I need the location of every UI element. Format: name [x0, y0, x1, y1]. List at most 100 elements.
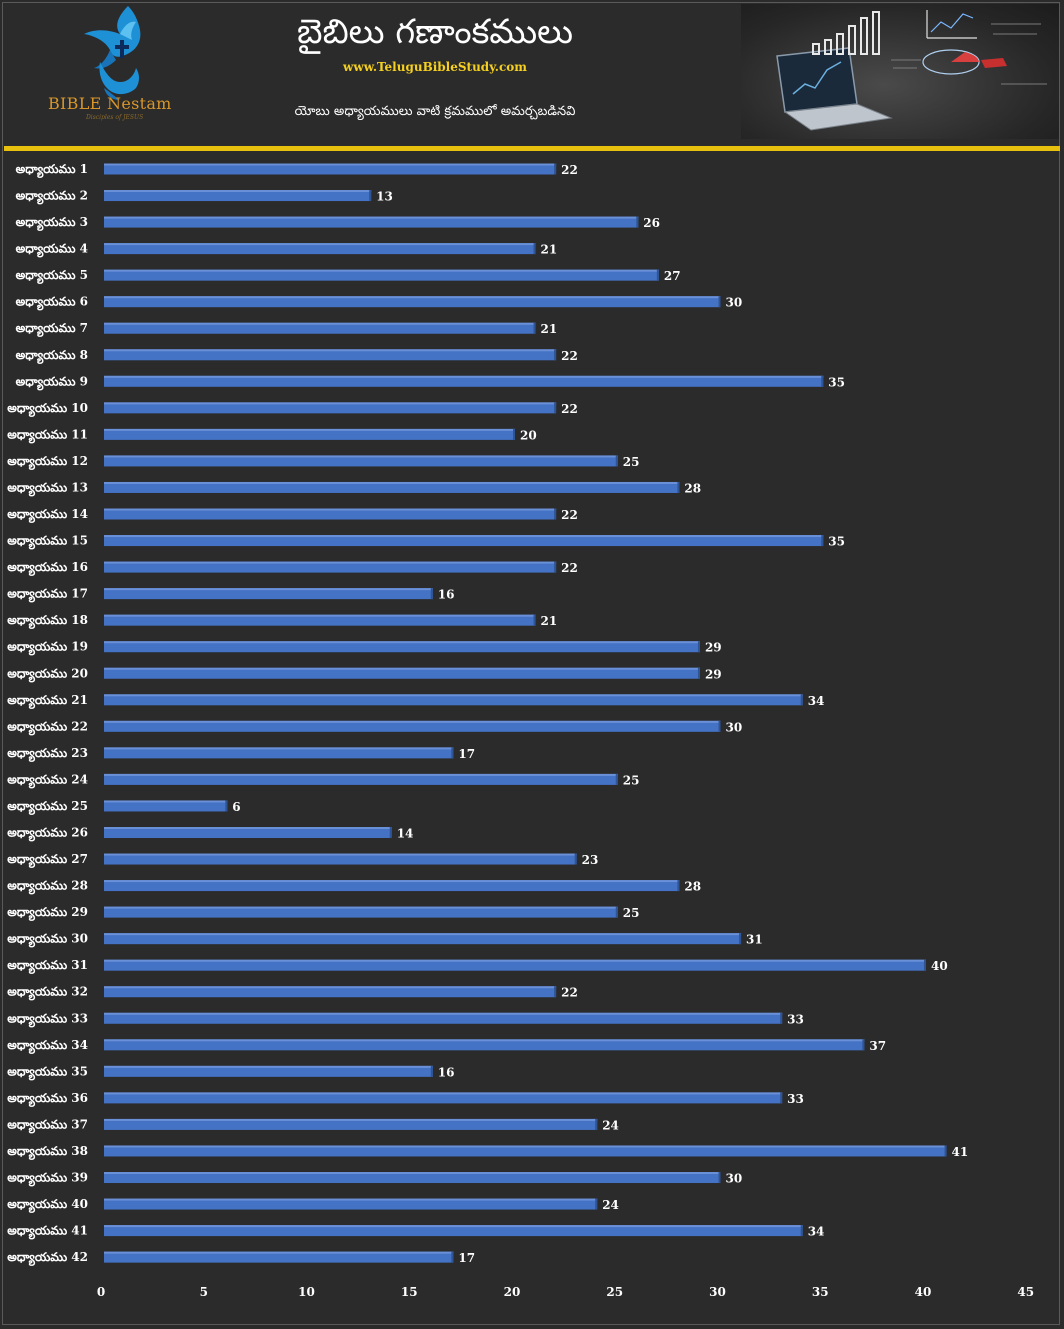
- data-label: 22: [561, 349, 578, 363]
- data-label: 26: [643, 216, 660, 230]
- bar-body: [104, 720, 721, 732]
- category-label: అధ్యాయము 40: [7, 1197, 88, 1213]
- bar-body: [104, 1065, 433, 1077]
- data-label: 28: [684, 481, 701, 495]
- bar-body: [104, 402, 557, 414]
- bar-edge: [615, 773, 618, 785]
- bar-edge: [554, 349, 557, 361]
- bar-body: [104, 933, 742, 945]
- bar-body: [104, 906, 618, 918]
- bar-highlight: [104, 481, 680, 484]
- bar: [104, 1172, 721, 1184]
- bar-edge: [780, 1012, 783, 1024]
- data-label: 21: [541, 614, 558, 628]
- bar-edge: [389, 827, 392, 838]
- bar-edge: [554, 561, 557, 573]
- data-label: 14: [397, 827, 414, 841]
- bar-highlight: [104, 269, 659, 272]
- data-label: 21: [541, 322, 558, 336]
- bar-highlight: [104, 322, 536, 325]
- data-label: 22: [561, 986, 578, 1000]
- category-label: అధ్యాయము 28: [7, 879, 88, 895]
- bar-edge: [800, 694, 803, 706]
- bar-edge: [656, 269, 659, 281]
- bar-highlight: [104, 1012, 783, 1015]
- category-label: అధ్యాయము 39: [7, 1171, 88, 1187]
- bar: [104, 986, 557, 998]
- bar-edge: [451, 747, 454, 759]
- data-label: 30: [726, 1172, 743, 1186]
- bar-edge: [554, 163, 557, 175]
- data-label: 34: [808, 1225, 825, 1239]
- bar-edge: [533, 243, 536, 255]
- x-tick-label: 30: [709, 1285, 726, 1299]
- data-label: 22: [561, 561, 578, 575]
- bar-edge: [595, 1198, 598, 1210]
- bar: [104, 428, 515, 440]
- category-label: అధ్యాయము 18: [7, 613, 88, 629]
- bar-body: [104, 641, 700, 653]
- bar-edge: [554, 508, 557, 520]
- x-tick-label: 45: [1017, 1285, 1034, 1299]
- category-label: అధ్యాయము 13: [7, 480, 88, 496]
- category-label: అధ్యాయము 36: [7, 1091, 88, 1107]
- category-label: అధ్యాయము 9: [16, 374, 88, 390]
- data-label: 31: [746, 933, 763, 947]
- category-label: అధ్యాయము 2: [16, 189, 88, 205]
- bar-highlight: [104, 694, 803, 697]
- data-label: 22: [561, 508, 578, 522]
- bar-edge: [718, 720, 721, 732]
- bar-edge: [513, 428, 515, 440]
- category-label: అధ్యాయము 33: [7, 1011, 88, 1027]
- bar-edge: [739, 933, 742, 945]
- bar-edge: [944, 1145, 947, 1157]
- bar-highlight: [104, 375, 824, 378]
- bar: [104, 720, 721, 732]
- category-label: అధ్యాయము 21: [7, 693, 88, 709]
- bar-highlight: [104, 747, 454, 750]
- bar-edge: [574, 853, 577, 865]
- data-label: 6: [232, 800, 240, 814]
- bar-edge: [533, 614, 536, 626]
- data-label: 27: [664, 269, 681, 283]
- bar-body: [104, 800, 228, 812]
- bar-edge: [636, 216, 639, 228]
- bar-edge: [697, 667, 700, 679]
- data-label: 22: [561, 402, 578, 416]
- bar-body: [104, 163, 557, 175]
- bar-edge: [800, 1225, 803, 1237]
- bar-highlight: [104, 216, 639, 219]
- x-tick-label: 10: [298, 1285, 315, 1299]
- bar: [104, 269, 659, 281]
- x-tick-label: 0: [97, 1285, 105, 1299]
- bar-highlight: [104, 880, 680, 883]
- category-label: అధ్యాయము 11: [7, 427, 88, 443]
- bar: [104, 561, 557, 573]
- category-label: అధ్యాయము 1: [16, 162, 88, 178]
- bar-highlight: [104, 1198, 598, 1201]
- bar-edge: [718, 1172, 721, 1184]
- bar-highlight: [104, 455, 618, 458]
- bar-body: [104, 508, 557, 520]
- bar-body: [104, 614, 536, 626]
- website-link[interactable]: www.TeluguBibleStudy.com: [343, 60, 527, 74]
- line-graph-icon: [926, 10, 977, 39]
- bar: [104, 535, 824, 547]
- bar-highlight: [104, 1065, 433, 1068]
- category-label: అధ్యాయము 6: [16, 295, 88, 311]
- bar-body: [104, 296, 721, 308]
- bar: [104, 747, 454, 759]
- bar-highlight: [104, 933, 742, 936]
- bar-body: [104, 694, 803, 706]
- bar-highlight: [104, 773, 618, 776]
- category-label: అధ్యాయము 29: [7, 905, 88, 921]
- bar-highlight: [104, 588, 433, 591]
- bar: [104, 1225, 803, 1237]
- bar-edge: [780, 1092, 783, 1104]
- category-label: అధ్యాయము 31: [7, 958, 88, 974]
- bar: [104, 455, 618, 467]
- data-label: 24: [602, 1198, 619, 1212]
- x-tick-label: 35: [812, 1285, 829, 1299]
- category-label: అధ్యాయము 42: [7, 1250, 88, 1266]
